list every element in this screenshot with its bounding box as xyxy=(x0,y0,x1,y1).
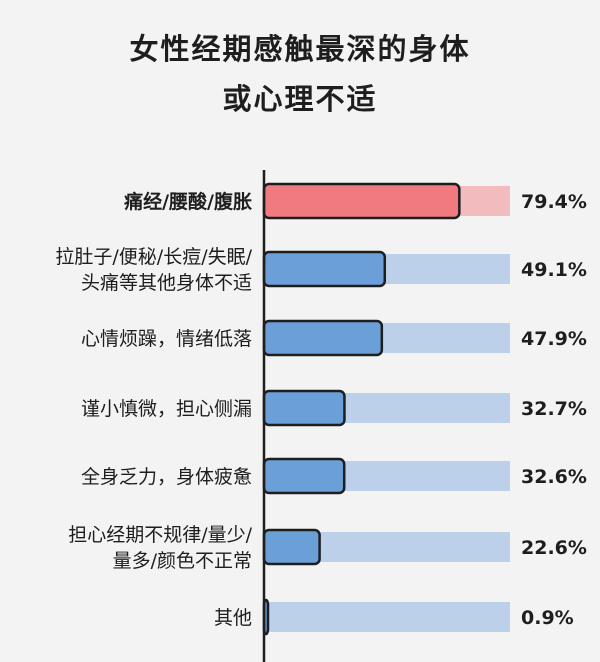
category-label: 头痛等其他身体不适 xyxy=(81,272,252,294)
category-label: 其他 xyxy=(214,607,252,629)
value-label: 32.6% xyxy=(521,466,587,488)
value-label: 22.6% xyxy=(521,537,587,559)
bar-track xyxy=(264,602,510,632)
category-label: 量多/颜色不正常 xyxy=(113,550,252,572)
bar xyxy=(262,457,346,495)
category-label: 拉肚子/便秘/长痘/失眠/ xyxy=(55,246,252,268)
value-label: 32.7% xyxy=(521,398,587,420)
bar xyxy=(262,319,384,357)
value-label: 79.4% xyxy=(521,191,587,213)
category-label: 担心经期不规律/量少/ xyxy=(68,524,252,546)
category-label: 全身乏力，身体疲惫 xyxy=(81,466,252,488)
bar xyxy=(262,528,321,566)
bar xyxy=(262,250,387,288)
value-label: 0.9% xyxy=(521,607,574,629)
category-label: 谨小慎微，担心侧漏 xyxy=(81,398,252,420)
chart-title-line-1: 女性经期感触最深的身体 xyxy=(129,32,471,66)
value-label: 47.9% xyxy=(521,328,587,350)
chart-title-line-2: 或心理不适 xyxy=(222,82,378,116)
category-label: 痛经/腰酸/腹胀 xyxy=(124,190,252,213)
bar xyxy=(262,389,346,427)
category-label: 心情烦躁，情绪低落 xyxy=(81,328,252,350)
value-label: 49.1% xyxy=(521,259,587,281)
bar xyxy=(262,182,461,220)
